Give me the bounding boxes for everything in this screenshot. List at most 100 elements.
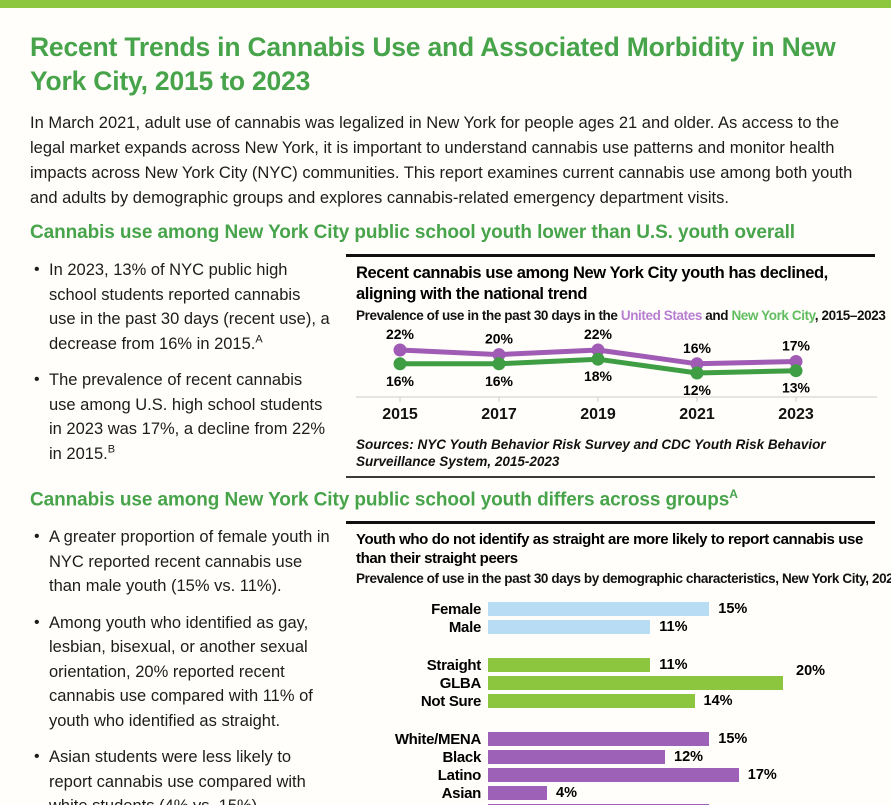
bullet-item: In 2023, 13% of NYC public high school s… bbox=[30, 258, 330, 356]
bar-value-label: 11% bbox=[659, 619, 688, 636]
bullet-text: Among youth who identified as gay, lesbi… bbox=[49, 613, 313, 730]
section-heading-youth-overall: Cannabis use among New York City public … bbox=[30, 222, 795, 243]
legend-new-york-city: New York City bbox=[731, 308, 815, 323]
bar bbox=[488, 602, 710, 617]
bar-category-label: Male bbox=[448, 618, 481, 636]
bar-row: Not Sure 14% bbox=[356, 692, 875, 710]
data-point bbox=[690, 357, 704, 371]
x-axis-label: 2015 bbox=[382, 406, 418, 423]
report-page: Recent Trends in Cannabis Use and Associ… bbox=[0, 8, 891, 805]
bullet-list: A greater proportion of female youth in … bbox=[30, 525, 330, 805]
top-accent-bar bbox=[0, 0, 891, 8]
bar-row: GLBA 20% bbox=[356, 663, 875, 692]
bar-group-sex: Female 15% Male 11% bbox=[356, 600, 875, 636]
footnote-marker: B bbox=[107, 443, 116, 455]
data-point-value-label: 18% bbox=[584, 368, 613, 384]
bar-chart: Female 15% Male 11% Straight 11% GLBA 20% Not Su… bbox=[356, 600, 875, 805]
data-point-value-label: 16% bbox=[386, 373, 415, 389]
data-point-value-label: 16% bbox=[683, 340, 712, 356]
bullet-text: In 2023, 13% of NYC public high school s… bbox=[49, 261, 330, 353]
data-point-value-label: 22% bbox=[584, 327, 613, 342]
data-point bbox=[393, 357, 407, 371]
bullet-text: The prevalence of recent cannabis use am… bbox=[49, 371, 326, 463]
bar bbox=[488, 694, 695, 709]
bar-chart-title: Youth who do not identify as straight ar… bbox=[356, 531, 863, 568]
subtitle-text: and bbox=[701, 308, 732, 323]
bar-row: Female 15% bbox=[356, 600, 875, 618]
bullet-item: Asian students were less likely to repor… bbox=[30, 745, 330, 805]
heading-text: Cannabis use among New York City public … bbox=[30, 489, 730, 511]
page-title: Recent Trends in Cannabis Use and Associ… bbox=[30, 32, 836, 96]
data-point-value-label: 17% bbox=[782, 338, 811, 354]
intro-paragraph: In March 2021, adult use of cannabis was… bbox=[30, 114, 853, 207]
bar-value-label: 11% bbox=[659, 657, 688, 674]
line-chart-subtitle: Prevalence of use in the past 30 days in… bbox=[356, 308, 886, 323]
bar-row: Straight 11% bbox=[356, 656, 875, 674]
bar-category-label: Another Race bbox=[356, 803, 488, 805]
bar-category-label: Straight bbox=[426, 656, 482, 674]
bar bbox=[488, 620, 651, 635]
bar bbox=[488, 676, 783, 691]
footnote-marker: A bbox=[255, 333, 263, 345]
bar-row: Black 12% bbox=[356, 748, 875, 766]
line-chart: 2015 2017 2019 2021 2023 22% 20% 22% 16% 17% 16% 16… bbox=[356, 326, 877, 432]
bar-category-label: Not Sure bbox=[420, 692, 481, 710]
bullet-text: A greater proportion of female youth in … bbox=[49, 528, 330, 596]
x-axis-label: 2017 bbox=[481, 406, 517, 423]
bar-row: Latino 17% bbox=[356, 766, 875, 784]
data-point-value-label: 13% bbox=[782, 380, 811, 396]
bar-value-label: 20% bbox=[796, 663, 826, 680]
section-youth-groups: A greater proportion of female youth in … bbox=[30, 521, 891, 805]
bar-category-label: Asian bbox=[441, 784, 482, 802]
bar-category-label: Black bbox=[442, 748, 481, 766]
data-point bbox=[690, 366, 704, 380]
bar-row: Male 11% bbox=[356, 618, 875, 636]
data-point bbox=[591, 352, 605, 366]
data-point bbox=[393, 343, 407, 357]
data-point-value-label: 22% bbox=[386, 327, 415, 342]
data-point-value-label: 20% bbox=[485, 331, 514, 347]
bar bbox=[488, 768, 739, 783]
line-chart-svg: 2015 2017 2019 2021 2023 22% 20% 22% 16% 17% 16% 16… bbox=[356, 326, 877, 423]
bar-value-label: 4% bbox=[556, 785, 577, 802]
data-point-value-label: 12% bbox=[683, 382, 712, 398]
bar-category-label: Latino bbox=[437, 766, 482, 784]
bar-value-label: 15% bbox=[718, 731, 748, 748]
section-heading-youth-groups: Cannabis use among New York City public … bbox=[30, 482, 875, 512]
bar-row: Asian 4% bbox=[356, 784, 875, 802]
bullet-item: Among youth who identified as gay, lesbi… bbox=[30, 611, 330, 734]
section1-bullets-column: In 2023, 13% of NYC public high school s… bbox=[30, 254, 330, 478]
data-point bbox=[789, 355, 803, 368]
bar-value-label: 17% bbox=[747, 767, 777, 784]
bar bbox=[488, 658, 651, 673]
x-axis-label: 2023 bbox=[778, 406, 814, 423]
bar-value-label: 12% bbox=[674, 749, 704, 766]
bar bbox=[488, 750, 665, 765]
subtitle-text: Prevalence of use in the past 30 days in… bbox=[356, 308, 621, 323]
section-youth-overall: In 2023, 13% of NYC public high school s… bbox=[30, 254, 886, 478]
sources-note: Sources: NYC Youth Behavior Risk Survey … bbox=[356, 437, 826, 469]
bar bbox=[488, 732, 710, 747]
bullet-item: The prevalence of recent cannabis use am… bbox=[30, 368, 330, 466]
x-axis-label: 2021 bbox=[679, 406, 715, 423]
line-chart-box: Recent cannabis use among New York City … bbox=[346, 254, 886, 478]
x-axis-label: 2019 bbox=[580, 406, 616, 423]
bar-group-race-ethnicity: White/MENA 15% Black 12% Latino 17% Asian 4% Ano… bbox=[356, 730, 875, 805]
line-chart-title: Recent cannabis use among New York City … bbox=[356, 264, 828, 303]
bullet-text: Asian students were less likely to repor… bbox=[49, 748, 306, 805]
data-point bbox=[492, 357, 506, 371]
footnote-marker: A bbox=[729, 487, 738, 501]
bullet-item: A greater proportion of female youth in … bbox=[30, 525, 330, 599]
bar-chart-box: Youth who do not identify as straight ar… bbox=[346, 521, 891, 805]
data-point-value-label: 16% bbox=[485, 373, 514, 389]
subtitle-text: , 2015–2023 bbox=[814, 308, 886, 323]
bar-row: White/MENA 15% bbox=[356, 730, 875, 748]
bar-value-label: 14% bbox=[703, 693, 733, 710]
data-point bbox=[492, 348, 506, 362]
bar bbox=[488, 786, 547, 801]
bar-category-label: White/MENA bbox=[394, 730, 481, 748]
data-point bbox=[789, 364, 803, 378]
data-point bbox=[591, 343, 605, 357]
bar-value-label: 15% bbox=[718, 601, 748, 618]
bullet-list: In 2023, 13% of NYC public high school s… bbox=[30, 258, 330, 466]
